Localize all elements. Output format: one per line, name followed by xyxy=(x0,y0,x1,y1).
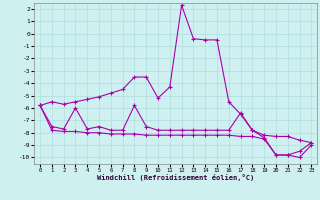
X-axis label: Windchill (Refroidissement éolien,°C): Windchill (Refroidissement éolien,°C) xyxy=(97,174,254,181)
